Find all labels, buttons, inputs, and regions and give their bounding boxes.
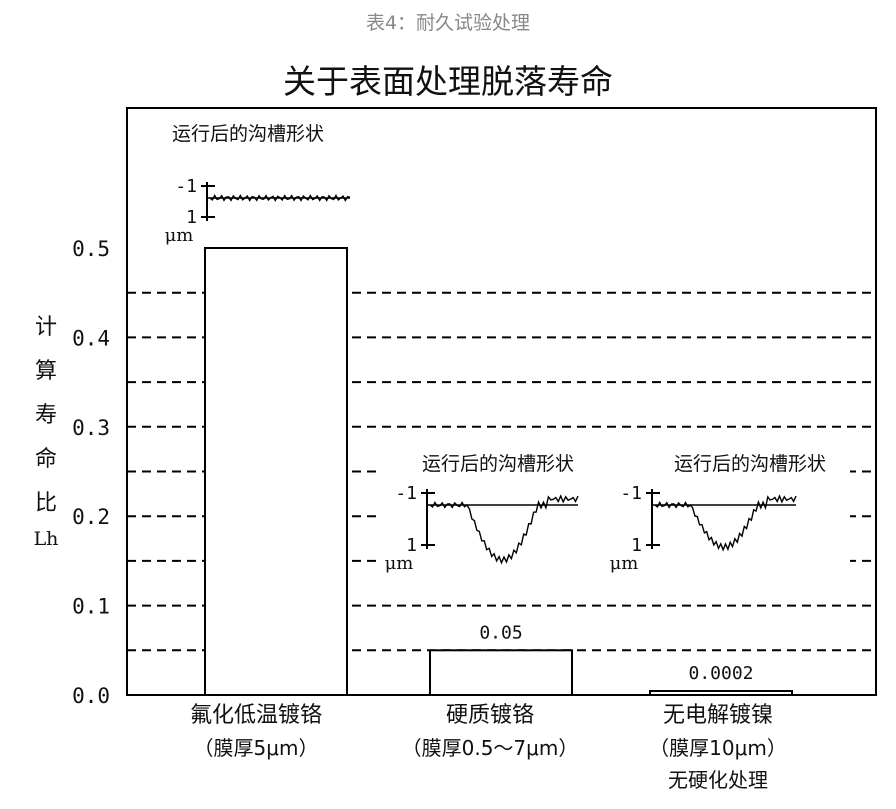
y-axis-label-char: 命	[34, 447, 57, 472]
y-axis-label-unit: Lh	[33, 528, 59, 550]
bar-value-label: 0.0002	[688, 663, 753, 684]
y-axis-label: 计算寿命比 Lh	[31, 306, 61, 552]
category-label-name: 硬质镀铬	[445, 703, 534, 728]
y-axis-label-char: 寿	[34, 403, 57, 428]
inset-title: 运行后的沟槽形状	[674, 453, 826, 475]
category-label-detail: （膜厚0.5～7μm）	[401, 736, 579, 760]
inset-title: 运行后的沟槽形状	[422, 453, 574, 475]
bar	[649, 690, 793, 696]
inset-unit-label: μm	[610, 553, 639, 574]
figure-caption: 表4：耐久试验处理	[365, 12, 531, 34]
inset-unit-label: μm	[385, 553, 414, 574]
y-axis-label-char: 算	[34, 359, 57, 384]
inset-tick-label: -1	[175, 176, 197, 197]
category-label-detail: （膜厚10μm）	[649, 736, 787, 760]
inset-profile-line	[209, 194, 351, 202]
category-label-name: 氟化低温镀铬	[189, 703, 322, 728]
inset-title: 运行后的沟槽形状	[172, 123, 324, 145]
category-label-extra: 无硬化处理	[668, 768, 768, 792]
bar-value-label: 0.05	[479, 622, 522, 643]
inset-unit-label: μm	[165, 225, 194, 246]
inset-tick-label: -1	[395, 483, 417, 504]
bar	[429, 649, 573, 696]
groove-profile-inset: 运行后的沟槽形状 -1 1μm	[165, 123, 351, 246]
chart-title: 关于表面处理脱落寿命	[283, 62, 613, 101]
bar	[204, 247, 348, 696]
inset-tick-label: 1	[406, 535, 417, 556]
inset-profile-line	[429, 494, 579, 565]
y-tick-label: 0.4	[72, 326, 110, 350]
y-tick-label: 0.3	[72, 416, 110, 440]
category-label-name: 无电解镀镍	[662, 703, 773, 728]
inset-profile-line	[654, 494, 797, 552]
inset-tick-label: 1	[186, 207, 197, 228]
y-axis-label-char: 比	[34, 491, 57, 516]
groove-profile-inset: 运行后的沟槽形状 -1 1μm	[605, 448, 850, 574]
inset-tick-label: 1	[631, 535, 642, 556]
category-label: 无电解镀镍 （膜厚10μm） 无硬化处理	[608, 700, 828, 796]
groove-profile-inset: 运行后的沟槽形状-1 1μm	[378, 448, 623, 574]
category-label: 氟化低温镀铬 （膜厚5μm）	[146, 700, 366, 764]
y-tick-label: 0.1	[72, 595, 110, 619]
y-tick-label: 0.2	[72, 505, 110, 529]
y-tick-label: 0.5	[72, 237, 110, 261]
category-label-detail: （膜厚5μm）	[193, 736, 319, 760]
category-label: 硬质镀铬 （膜厚0.5～7μm）	[380, 700, 600, 764]
y-tick-label: 0.0	[72, 684, 110, 708]
inset-tick-label: -1	[620, 483, 642, 504]
inset-background	[378, 448, 623, 568]
y-axis-label-char: 计	[34, 315, 57, 340]
